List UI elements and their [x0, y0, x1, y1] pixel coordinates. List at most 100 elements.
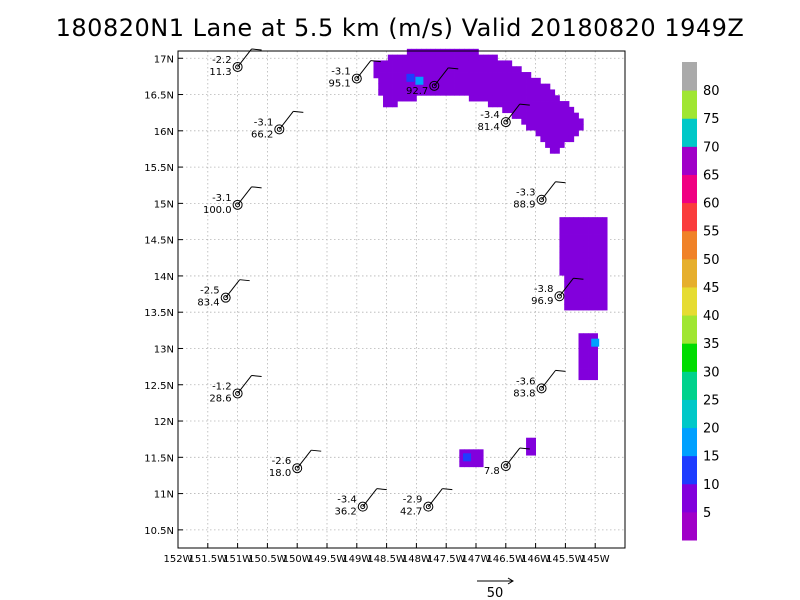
- wind-cell: [502, 83, 508, 90]
- wind-cell: [468, 48, 475, 56]
- station-marker: [423, 501, 434, 512]
- wind-cell: [383, 60, 389, 67]
- wind-cell: [588, 292, 594, 299]
- colorbar-segment: [682, 90, 697, 119]
- wind-cell: [387, 54, 393, 61]
- wind-cell: [549, 124, 556, 131]
- wind-cell: [592, 275, 598, 282]
- wind-cell: [421, 48, 427, 56]
- wind-cell: [597, 246, 603, 253]
- station-marker-inner: [431, 83, 437, 89]
- wind-cell: [526, 101, 532, 108]
- wind-cell: [535, 106, 541, 114]
- colorbar-label: 80: [703, 84, 720, 99]
- station: -3.195.1: [329, 60, 381, 90]
- wind-cell: [464, 460, 470, 468]
- wind-cell: [473, 66, 479, 73]
- wind-cell: [559, 112, 565, 119]
- wind-cell: [506, 77, 513, 85]
- wind-cell: [568, 263, 575, 270]
- wind-cell: [526, 89, 532, 96]
- wind-cell: [449, 72, 455, 79]
- y-tick-label: 12.5N: [144, 381, 174, 392]
- wind-cell: [564, 304, 570, 311]
- x-tick-label: 149W: [342, 554, 371, 565]
- wind-barb: [362, 488, 378, 507]
- wind-cell-accent: [415, 76, 424, 85]
- colorbar-segment: [682, 258, 697, 288]
- station-temp: -3.1: [331, 67, 351, 78]
- wind-cell: [568, 298, 575, 305]
- wind-cell: [468, 89, 475, 96]
- wind-cell: [583, 362, 589, 369]
- wind-cell: [454, 89, 460, 96]
- wind-cell: [487, 101, 494, 108]
- wind-cell: [578, 298, 584, 305]
- wind-cell: [440, 48, 446, 56]
- wind-cell: [526, 83, 532, 90]
- wind-cell: [602, 246, 608, 253]
- wind-cell: [378, 60, 384, 67]
- wind-barb: [541, 181, 556, 201]
- wind-cell: [530, 443, 536, 450]
- wind-cell: [588, 240, 594, 247]
- station: 7.8: [484, 447, 530, 477]
- wind-cell: [521, 118, 527, 125]
- wind-cell: [592, 257, 598, 264]
- wind-cell: [602, 286, 608, 294]
- wind-cell: [483, 89, 489, 96]
- wind-cell: [440, 66, 446, 73]
- station-temp: -2.9: [403, 495, 423, 506]
- wind-cell: [406, 83, 413, 90]
- wind-cell: [445, 54, 451, 61]
- wind-cell: [483, 77, 489, 85]
- wind-cell: [430, 54, 436, 61]
- wind-cell: [549, 130, 556, 137]
- x-tick-label: 145W: [581, 554, 610, 565]
- wind-cell: [540, 130, 546, 137]
- station: 92.7: [406, 67, 459, 97]
- wind-cell: [521, 106, 527, 114]
- wind-cell: [425, 72, 432, 79]
- wind-cell: [568, 275, 575, 282]
- wind-cell: [387, 83, 393, 90]
- wind-cell: [468, 460, 475, 468]
- wind-cell: [545, 118, 551, 125]
- wind-cell: [497, 83, 503, 90]
- station-temp: -2.6: [272, 456, 292, 467]
- wind-cell: [502, 72, 508, 79]
- wind-cell: [573, 228, 579, 235]
- wind-cell: [592, 350, 598, 357]
- wind-cell: [592, 298, 598, 305]
- wind-cell: [588, 280, 594, 288]
- wind-cell: [373, 60, 379, 67]
- wind-cell: [411, 89, 417, 96]
- wind-cell: [440, 77, 446, 85]
- station-rh: 95.1: [329, 79, 351, 90]
- colorbar-segment: [682, 399, 697, 429]
- wind-cell: [602, 269, 608, 276]
- station-rh: 83.4: [197, 298, 219, 309]
- wind-cell: [383, 72, 389, 79]
- wind-cell: [573, 251, 579, 259]
- wind-cell: [583, 344, 589, 352]
- wind-cell: [392, 101, 398, 108]
- station-marker-inner: [425, 504, 431, 510]
- wind-cell: [487, 72, 494, 79]
- wind-cell: [445, 48, 451, 56]
- wind-cell: [597, 240, 603, 247]
- wind-cell: [545, 89, 551, 96]
- wind-cell: [549, 135, 556, 143]
- wind-cell: [425, 54, 432, 61]
- wind-cell: [449, 77, 455, 85]
- scale-vector-arrowhead: [507, 577, 514, 585]
- station-marker: [220, 292, 231, 303]
- wind-cell: [588, 368, 594, 375]
- x-tick-label: 150W: [283, 554, 312, 565]
- wind-cell: [511, 106, 517, 114]
- wind-cell: [588, 373, 594, 381]
- wind-cell: [406, 48, 413, 56]
- wind-cell: [435, 66, 441, 73]
- colorbar-segment: [682, 483, 697, 513]
- wind-cell: [492, 89, 498, 96]
